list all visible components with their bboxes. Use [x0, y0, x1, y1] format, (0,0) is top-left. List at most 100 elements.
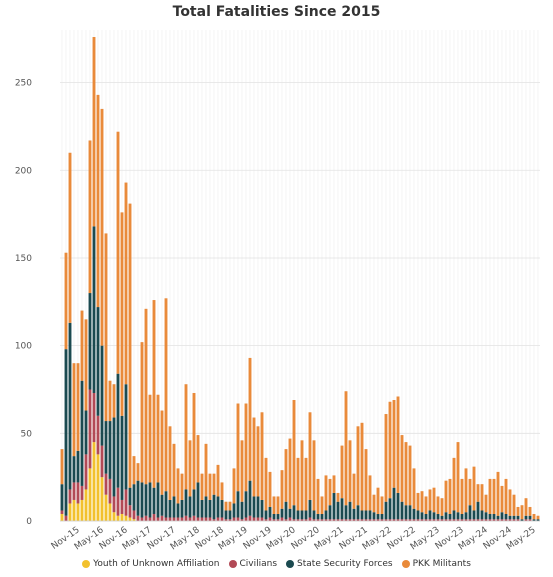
bar-segment: [484, 519, 488, 521]
bar-segment: [308, 517, 312, 521]
bar-segment: [244, 403, 248, 492]
bar-segment: [276, 519, 280, 521]
bar-segment: [124, 182, 128, 385]
bar-segment: [528, 519, 532, 521]
bar-segment: [72, 456, 76, 483]
bar-segment: [120, 513, 124, 521]
bar-segment: [356, 505, 360, 520]
bar-segment: [496, 515, 500, 520]
bar-segment: [60, 510, 64, 514]
bar-segment: [108, 478, 112, 504]
bar-segment: [140, 482, 144, 518]
bar-segment: [184, 489, 188, 516]
bar-segment: [116, 515, 120, 521]
bar-segment: [424, 513, 428, 520]
bar-segment: [144, 308, 148, 485]
bar-segment: [532, 519, 536, 521]
bar-segment: [68, 503, 72, 521]
bar-segment: [444, 519, 448, 521]
bar-segment: [92, 392, 96, 443]
bar-segment: [348, 519, 352, 521]
bar-segment: [272, 496, 276, 514]
bar-segment: [148, 394, 152, 483]
bar-segment: [332, 475, 336, 493]
legend-swatch: [228, 560, 237, 568]
bar-segment: [68, 322, 72, 490]
bar-segment: [108, 503, 112, 521]
bar-segment: [352, 508, 356, 520]
bar-segment: [252, 417, 256, 497]
bar-segment: [84, 319, 88, 411]
bar-segment: [348, 501, 352, 520]
bar-segment: [364, 510, 368, 520]
bar-segment: [328, 519, 332, 521]
bar-segment: [200, 473, 204, 500]
bar-segment: [456, 442, 460, 513]
bar-segment: [72, 363, 76, 457]
bar-segment: [72, 499, 76, 521]
bar-segment: [432, 519, 436, 521]
bar-segment: [312, 519, 316, 521]
bar-segment: [80, 485, 84, 500]
bar-segment: [412, 468, 416, 509]
bar-segment: [528, 515, 532, 520]
bar-segment: [136, 515, 140, 521]
bar-segment: [320, 496, 324, 514]
legend-item: PKK Militants: [401, 559, 471, 569]
bar-segment: [256, 496, 260, 518]
bar-segment: [412, 519, 416, 521]
bar-segment: [428, 489, 432, 511]
bar-segment: [468, 478, 472, 506]
bar-segment: [288, 508, 292, 518]
bar-segment: [312, 510, 316, 520]
bar-segment: [96, 454, 100, 521]
bar-segment: [464, 512, 468, 520]
bar-segment: [272, 513, 276, 520]
bar-segment: [196, 517, 200, 521]
y-tick-label: 150: [15, 254, 32, 264]
bar-segment: [84, 454, 88, 490]
bar-segment: [184, 384, 188, 490]
bar-segment: [316, 519, 320, 521]
bar-segment: [260, 412, 264, 500]
bar-segment: [128, 517, 132, 521]
bar-segment: [440, 515, 444, 520]
bar-segment: [508, 515, 512, 520]
bar-segment: [400, 501, 404, 520]
bar-segment: [184, 515, 188, 521]
legend-swatch: [401, 560, 410, 568]
bar-segment: [352, 519, 356, 521]
bar-segment: [340, 519, 344, 521]
bar-segment: [404, 505, 408, 520]
bar-segment: [192, 489, 196, 516]
bar-segment: [132, 456, 136, 485]
bar-segment: [512, 515, 516, 520]
bar-segment: [296, 510, 300, 520]
bar-segment: [204, 517, 208, 521]
legend-label: Civilians: [239, 559, 278, 569]
bar-segment: [472, 510, 476, 520]
bar-segment: [292, 400, 296, 506]
y-tick-label: 250: [15, 79, 32, 89]
bar-segment: [232, 517, 236, 521]
bar-segment: [124, 384, 128, 490]
bar-segment: [212, 473, 216, 495]
bar-segment: [344, 505, 348, 520]
bar-segment: [336, 501, 340, 520]
bar-segment: [84, 410, 88, 455]
bar-segment: [196, 435, 200, 483]
bar-segment: [444, 512, 448, 520]
bar-segment: [156, 517, 160, 521]
bar-segment: [476, 519, 480, 521]
bar-segment: [432, 512, 436, 520]
bar-segment: [172, 443, 176, 497]
bar-segment: [232, 468, 236, 504]
bar-segment: [220, 517, 224, 521]
bar-segment: [436, 496, 440, 514]
bar-segment: [476, 501, 480, 520]
bar-segment: [144, 515, 148, 521]
bar-segment: [164, 298, 168, 492]
legend: Youth of Unknown Affiliation Civilians Sta…: [0, 559, 553, 569]
bar-segment: [124, 515, 128, 521]
bar-segment: [392, 519, 396, 521]
